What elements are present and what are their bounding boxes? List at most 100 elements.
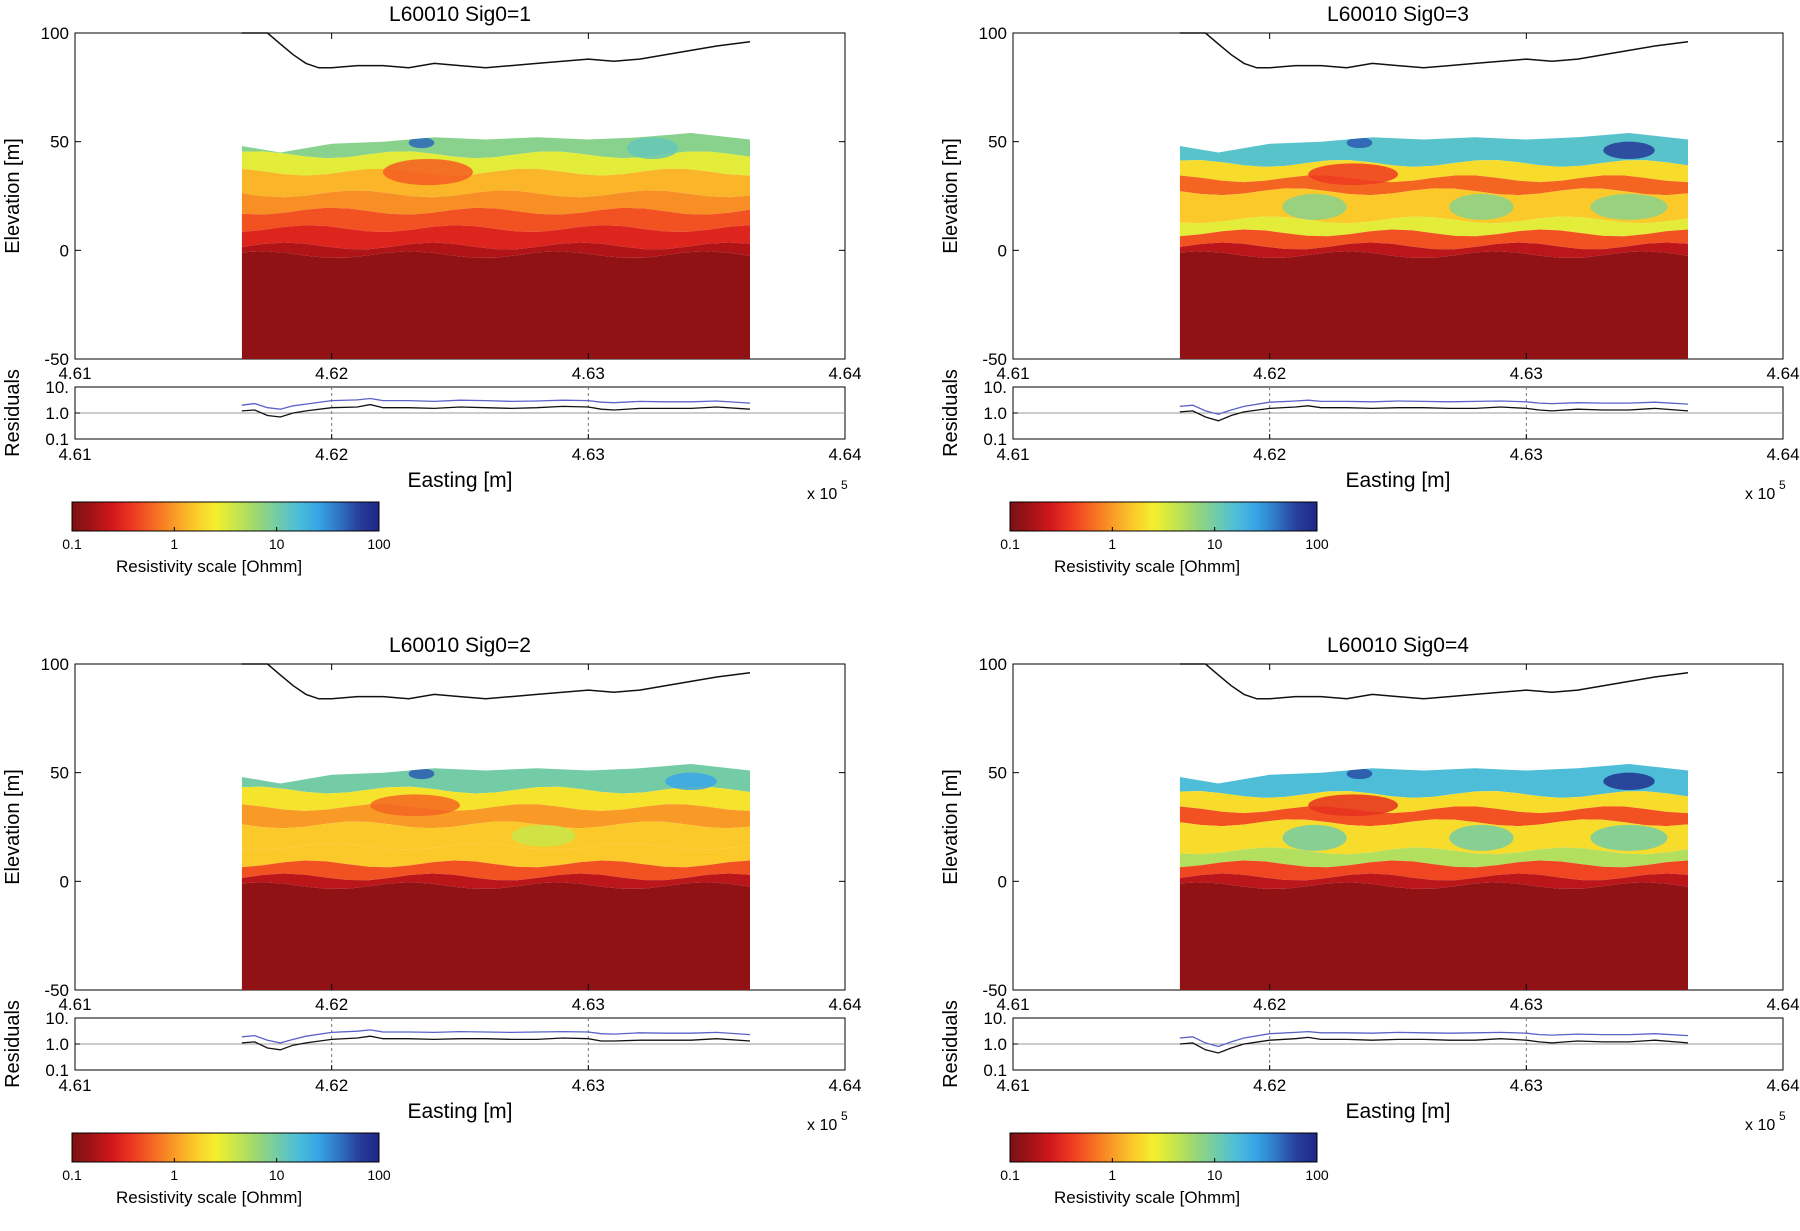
resistivity-layer — [1179, 806, 1688, 827]
x-tick-label: 4.62 — [315, 364, 348, 383]
chart-title: L60010 Sig0=2 — [389, 634, 531, 657]
colorbar-tick-label: 10 — [1207, 536, 1223, 552]
residual-x-tick-label: 4.62 — [1253, 1076, 1286, 1095]
colorbar: 0.1 1 10 100 Resistivity scale [Ohmm] — [1000, 501, 1329, 576]
colorbar-bar — [71, 1132, 380, 1163]
resistivity-anomaly — [1282, 193, 1347, 220]
resistivity-section — [241, 764, 751, 990]
residual-series-blue — [241, 1029, 751, 1044]
resistivity-anomaly — [1590, 824, 1668, 851]
resistivity-layer — [241, 190, 751, 215]
resistivity-layer — [1179, 229, 1688, 250]
y-tick-label: -50 — [982, 981, 1007, 1000]
residual-y-tick-label: 0.1 — [983, 430, 1007, 449]
residual-x-tick-label: 4.63 — [1510, 1076, 1543, 1095]
residual-y-tick-label: 0.1 — [45, 430, 69, 449]
residual-y-tick-label: 10. — [45, 1009, 69, 1028]
y-tick-label: 50 — [988, 764, 1007, 783]
y-axis-label: Elevation [m] — [2, 769, 24, 885]
y-tick-label: 0 — [60, 241, 69, 260]
resistivity-layer — [1179, 873, 1688, 889]
y-tick-label: 100 — [979, 24, 1007, 43]
resistivity-anomaly — [626, 137, 679, 160]
x-tick-label: 4.64 — [828, 364, 861, 383]
resistivity-layer — [241, 873, 751, 889]
resistivity-layer — [241, 207, 751, 232]
x-tick-label: 4.64 — [828, 995, 861, 1014]
y-tick-label: -50 — [44, 350, 69, 369]
resistivity-anomaly — [1346, 137, 1373, 149]
resistivity-layer — [241, 133, 750, 159]
surface-elevation-line — [1179, 663, 1689, 700]
resistivity-anomaly — [1308, 794, 1399, 817]
y-tick-label: 50 — [50, 133, 69, 152]
resistivity-anomaly — [665, 772, 717, 791]
chart-title: L60010 Sig0=4 — [1327, 634, 1469, 657]
colorbar-label: Resistivity scale [Ohmm] — [116, 1188, 302, 1207]
resistivity-layer — [241, 168, 751, 198]
residual-series-black — [1179, 1036, 1689, 1054]
colorbar-bar — [71, 501, 380, 532]
residuals-y-axis-label: Residuals — [2, 369, 24, 457]
colorbar-tick-label: 10 — [269, 536, 285, 552]
resistivity-layer — [241, 242, 751, 258]
residual-series-black — [241, 1035, 751, 1051]
colorbar-tick-label: 100 — [367, 536, 391, 552]
residual-y-tick-label: 1.0 — [983, 1035, 1007, 1054]
resistivity-layer — [1179, 216, 1688, 237]
resistivity-layer — [1179, 860, 1688, 881]
y-axis-label: Elevation [m] — [2, 138, 24, 254]
x-multiplier-label: x 10 — [1745, 1117, 1775, 1134]
x-multiplier-label: x 10 — [807, 486, 837, 503]
x-tick-label: 4.62 — [1253, 995, 1286, 1014]
resistivity-layer — [1179, 251, 1688, 359]
colorbar-tick-label: 0.1 — [62, 1167, 82, 1183]
x-axis-label: Easting [m] — [1345, 469, 1450, 492]
resistivity-anomaly — [408, 137, 435, 149]
resistivity-layer — [241, 786, 751, 811]
residual-series-blue — [1179, 399, 1689, 415]
residual-y-tick-label: 10. — [983, 1009, 1007, 1028]
residual-x-tick-label: 4.64 — [1766, 1076, 1799, 1095]
x-tick-label: 4.61 — [58, 995, 91, 1014]
surface-elevation-line — [241, 32, 751, 69]
y-tick-label: 0 — [998, 241, 1007, 260]
resistivity-anomaly — [383, 159, 473, 186]
x-tick-label: 4.63 — [1510, 364, 1543, 383]
residuals-panel: 0.1 1.0 10. 4.61 4.62 4.63 4.64 Residuals — [940, 1000, 1800, 1095]
resistivity-anomaly — [1449, 193, 1514, 220]
colorbar-tick-label: 100 — [367, 1167, 391, 1183]
residual-y-tick-label: 0.1 — [45, 1061, 69, 1080]
resistivity-section — [1179, 764, 1688, 990]
resistivity-layer — [241, 804, 751, 829]
colorbar-tick-label: 0.1 — [62, 536, 82, 552]
residual-x-tick-label: 4.63 — [572, 445, 605, 464]
residuals-y-axis-label: Residuals — [940, 1000, 962, 1088]
residual-x-tick-label: 4.63 — [1510, 445, 1543, 464]
resistivity-layer — [1179, 847, 1688, 868]
colorbar: 0.1 1 10 100 Resistivity scale [Ohmm] — [62, 501, 391, 576]
resistivity-anomaly — [1603, 141, 1655, 160]
residuals-panel: 0.1 1.0 10. 4.61 4.62 4.63 4.64 Residuals — [940, 369, 1800, 464]
resistivity-section — [241, 133, 751, 359]
residual-series-blue — [241, 397, 751, 410]
x-tick-label: 4.63 — [1510, 995, 1543, 1014]
x-tick-label: 4.61 — [996, 995, 1029, 1014]
resistivity-layer — [241, 882, 751, 990]
surface-elevation-line — [1179, 32, 1689, 69]
residual-x-tick-label: 4.63 — [572, 1076, 605, 1095]
residual-y-tick-label: 1.0 — [45, 404, 69, 423]
x-tick-label: 4.61 — [58, 364, 91, 383]
colorbar-tick-label: 0.1 — [1000, 536, 1020, 552]
resistivity-section — [1179, 133, 1688, 359]
resistivity-layer — [1179, 242, 1688, 258]
residuals-y-axis-label: Residuals — [2, 1000, 24, 1088]
residual-x-tick-label: 4.64 — [828, 1076, 861, 1095]
chart-title: L60010 Sig0=1 — [389, 3, 531, 26]
resistivity-layer — [1179, 791, 1688, 814]
chart-title: L60010 Sig0=3 — [1327, 3, 1469, 26]
y-tick-label: 50 — [988, 133, 1007, 152]
x-tick-label: 4.63 — [572, 364, 605, 383]
colorbar-tick-label: 1 — [1108, 1167, 1116, 1183]
